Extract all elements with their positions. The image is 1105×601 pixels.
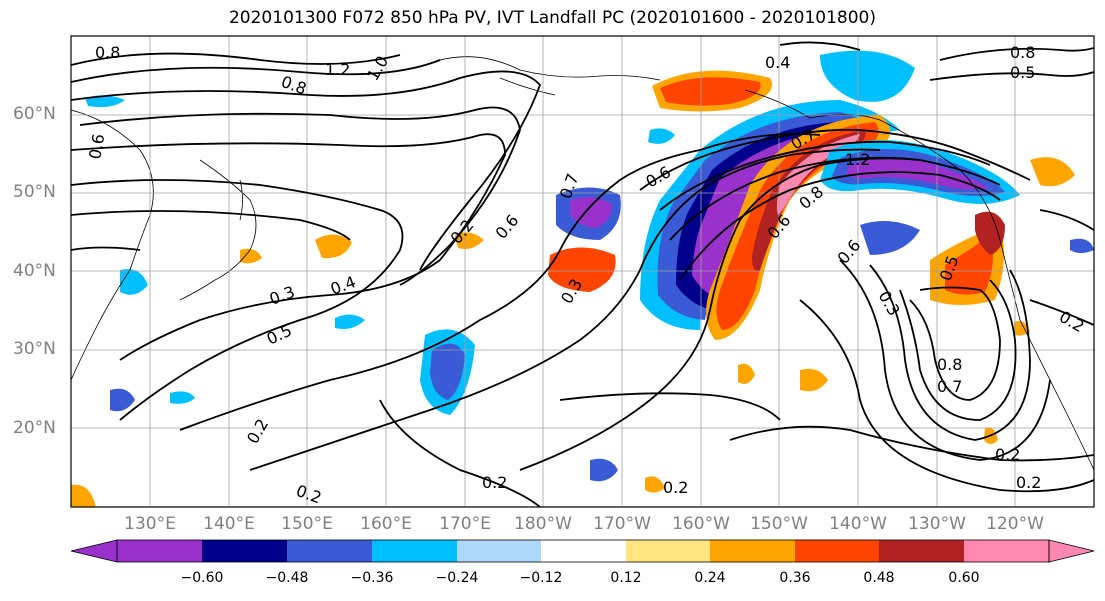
colorbar-swatch [541,540,626,562]
colorbar-tick: −0.60 [180,570,224,586]
colorbar-min-arrow [70,539,118,563]
contour-label: 1.2 [325,60,350,79]
lat-label-40n: 40°N [13,261,56,281]
lon-label: 150°E [281,514,333,534]
colorbar-tick: 0.36 [779,570,811,586]
lon-label: 180°W [514,514,572,534]
lon-label: 160°W [672,514,730,534]
map-title: 2020101300 F072 850 hPa PV, IVT Landfall… [228,8,876,28]
colorbar-swatch [879,540,964,562]
contour-label: 0.2 [1016,473,1041,492]
colorbar-swatch [626,540,710,562]
contour-label: 0.2 [663,478,688,497]
lat-label-20n: 20°N [13,418,56,438]
lon-label: 120°W [986,514,1044,534]
lat-label-50n: 50°N [13,182,56,202]
lat-label-30n: 30°N [13,339,56,359]
colorbar-swatch [117,540,202,562]
colorbar-swatch [795,540,879,562]
lon-label: 140°W [829,514,887,534]
colorbar-swatch [372,540,457,562]
colorbar-tick: −0.48 [265,570,309,586]
lon-label: 150°W [750,514,808,534]
contour-label: 0.8 [95,43,120,62]
ivt-contours [71,41,1094,507]
lon-label: 170°E [439,514,491,534]
colorbar-tick: 0.12 [610,570,642,586]
contour-label: 0.5 [1010,63,1035,82]
lon-label: 160°E [360,514,412,534]
colorbar-tick: 0.60 [948,570,980,586]
lat-label-60n: 60°N [13,104,56,124]
colorbar-max-arrow [1048,539,1095,563]
colorbar-tick: 0.24 [694,570,726,586]
colorbar-swatch [710,540,795,562]
colorbar [70,539,1095,563]
contour-label: 0.4 [765,53,790,72]
colorbar-swatch [457,540,541,562]
lon-label: 130°W [908,514,966,534]
contour-label: 0.8 [937,355,962,374]
contour-label: 0.2 [995,445,1020,464]
colorbar-swatch [964,540,1049,562]
lon-label: 170°W [593,514,651,534]
contour-label: 0.7 [937,377,962,396]
contour-label: 0.6 [85,132,108,160]
colorbar-tick: −0.12 [519,570,563,586]
contour-label: 1.2 [845,150,870,169]
colorbar-tick: 0.48 [863,570,895,586]
contour-label: 0.8 [1010,43,1035,62]
colorbar-tick: −0.24 [435,570,479,586]
colorbar-swatch [287,540,372,562]
gridlines [71,36,1094,507]
lon-label: 140°E [203,514,255,534]
colorbar-tick: −0.36 [350,570,394,586]
map-panel: 0.8 1.2 1.0 0.8 0.4 0.8 0.5 0.6 0.3 0.4 … [71,36,1094,507]
map-frame [70,35,1095,508]
pv-shading [71,50,1094,507]
lon-label: 130°E [124,514,176,534]
contour-label: 0.2 [482,473,507,492]
colorbar-swatch [202,540,287,562]
